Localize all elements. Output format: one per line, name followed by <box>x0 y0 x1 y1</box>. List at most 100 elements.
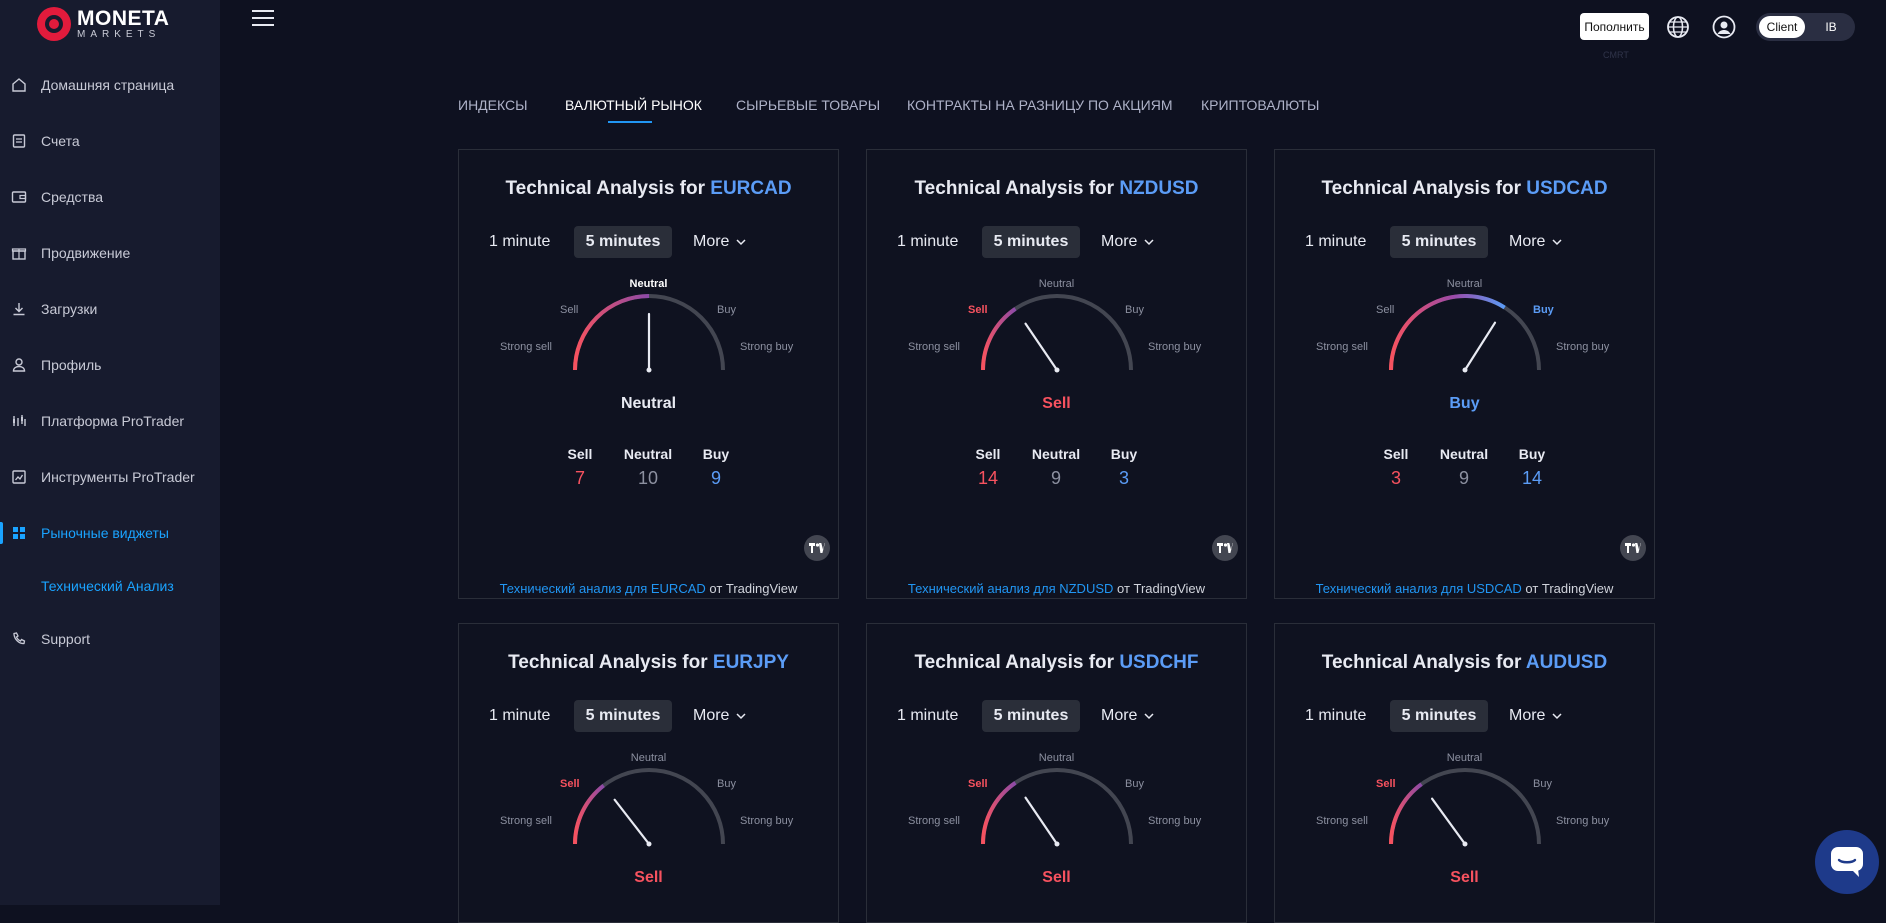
tab-share-cfds[interactable]: КОНТРАКТЫ НА РАЗНИЦУ ПО АКЦИЯМ <box>907 97 1173 113</box>
timeframe-5m[interactable]: 5 minutes <box>982 226 1080 258</box>
account-avatar-icon[interactable] <box>1712 15 1736 39</box>
tradingview-analysis-link[interactable]: Технический анализ для EURCAD <box>499 581 706 596</box>
client-ib-toggle[interactable]: Client IB <box>1756 13 1855 41</box>
timeframe-1m[interactable]: 1 minute <box>1305 707 1367 724</box>
tab-crypto[interactable]: КРИПТОВАЛЮТЫ <box>1201 97 1320 113</box>
more-label: More <box>693 233 730 250</box>
more-label: More <box>1509 707 1546 724</box>
widget-symbol: USDCHF <box>1119 652 1199 673</box>
sidebar-item-label: Продвижение <box>41 245 131 261</box>
gauge-label-strong-sell: Strong sell <box>908 815 960 827</box>
tab-forex[interactable]: ВАЛЮТНЫЙ РЫНОК <box>565 97 702 113</box>
gauge-label-neutral: Neutral <box>1038 752 1075 764</box>
moneta-logo[interactable]: MONETA MARKETS <box>36 6 169 42</box>
more-label: More <box>693 707 730 724</box>
toggle-ib[interactable]: IB <box>1825 20 1837 34</box>
sidebar-item-protrader-tools[interactable]: Инструменты ProTrader <box>0 462 220 492</box>
count-buy-header: Buy <box>702 446 730 462</box>
tradingview-logo-icon[interactable] <box>804 535 830 561</box>
gauge-label-sell: Sell <box>968 778 988 790</box>
gauge-needle <box>613 798 651 846</box>
count-sell: Sell 7 <box>550 446 610 489</box>
menu-icon[interactable] <box>252 9 274 27</box>
timeframe-5m[interactable]: 5 minutes <box>574 226 672 258</box>
gauge-label-neutral: Neutral <box>1446 278 1483 290</box>
timeframe-1m[interactable]: 1 minute <box>1305 233 1367 250</box>
timeframe-more-dropdown[interactable]: More <box>693 700 746 732</box>
widget-title: Technical Analysis for USDCAD <box>1275 178 1654 200</box>
sidebar-item-downloads[interactable]: Загрузки <box>0 294 220 324</box>
gauge-label-buy: Buy <box>1125 304 1144 316</box>
timeframe-more-dropdown[interactable]: More <box>1101 700 1154 732</box>
timeframe-5m[interactable]: 5 minutes <box>1390 700 1488 732</box>
gauge-label-sell: Sell <box>1376 304 1395 316</box>
tradingview-logo-icon[interactable] <box>1620 535 1646 561</box>
gauge-needle <box>1463 321 1497 372</box>
gauge-hub <box>1462 841 1468 847</box>
user-icon <box>12 358 26 372</box>
tradingview-analysis-link[interactable]: Технический анализ для NZDUSD <box>907 581 1114 596</box>
timeframe-5m[interactable]: 5 minutes <box>574 700 672 732</box>
tradingview-analysis-link[interactable]: Технический анализ для USDCAD <box>1315 581 1522 596</box>
count-buy: Buy 9 <box>686 446 746 489</box>
widget-symbol: AUDUSD <box>1525 652 1608 673</box>
timeframe-1m[interactable]: 1 minute <box>897 233 959 250</box>
tab-commodities[interactable]: СЫРЬЕВЫЕ ТОВАРЫ <box>736 97 881 113</box>
timeframe-1m[interactable]: 1 minute <box>489 707 551 724</box>
count-buy-header: Buy <box>1110 446 1138 462</box>
sidebar-item-label: Домашняя страница <box>41 77 175 93</box>
phone-icon <box>13 632 26 645</box>
gift-icon <box>11 248 27 260</box>
sidebar-item-support[interactable]: Support <box>0 624 220 654</box>
timeframe-5m[interactable]: 5 minutes <box>1390 226 1488 258</box>
credit-suffix: от TradingView <box>1521 581 1614 596</box>
chart-box-icon <box>12 470 26 484</box>
gauge-label-buy: Buy <box>1533 778 1552 790</box>
sentiment-gauge <box>981 768 1133 847</box>
timeframe-5m[interactable]: 5 minutes <box>982 700 1080 732</box>
count-neutral-value: 10 <box>637 468 659 488</box>
sidebar-item-protrader-platform[interactable]: Платформа ProTrader <box>0 406 220 436</box>
gauge-label-buy: Buy <box>717 778 736 790</box>
timeframe-1m[interactable]: 1 minute <box>897 707 959 724</box>
gauge-label-strong-sell: Strong sell <box>908 341 960 353</box>
count-buy: Buy 3 <box>1094 446 1154 489</box>
gauge-fill <box>1389 294 1506 371</box>
home-icon <box>12 78 26 92</box>
gauge-label-neutral: Neutral <box>1446 752 1483 764</box>
sidebar-item-home[interactable]: Домашняя страница <box>0 70 220 100</box>
active-tab-underline <box>608 121 652 123</box>
sidebar-item-profile[interactable]: Профиль <box>0 350 220 380</box>
brand-name: MONETA <box>77 7 170 30</box>
sidebar-item-promotion[interactable]: Продвижение <box>0 238 220 268</box>
sidebar-item-label: Средства <box>41 189 104 205</box>
gauge-label-neutral: Neutral <box>1038 278 1075 290</box>
candlestick-icon <box>13 415 26 426</box>
sidebar-item-funds[interactable]: Средства <box>0 182 220 212</box>
gauge-verdict: Sell <box>1042 869 1071 886</box>
sidebar-item-label: Счета <box>41 133 80 149</box>
timeframe-1m[interactable]: 1 minute <box>489 233 551 250</box>
globe-icon[interactable] <box>1666 15 1690 39</box>
sentiment-gauge <box>573 294 725 373</box>
timeframe-more-dropdown[interactable]: More <box>1509 226 1562 258</box>
gauge-fill <box>981 781 1017 845</box>
timeframe-more-dropdown[interactable]: More <box>1101 226 1154 258</box>
chat-button[interactable] <box>1815 830 1879 894</box>
sidebar-subitem-technical-analysis[interactable]: Технический Анализ <box>41 578 174 594</box>
timeframe-more-dropdown[interactable]: More <box>1509 700 1562 732</box>
gauge-track <box>573 768 725 845</box>
count-sell-header: Sell <box>567 446 593 462</box>
timeframe-more-dropdown[interactable]: More <box>693 226 746 258</box>
deposit-button[interactable]: Пополнить <box>1580 13 1649 40</box>
toggle-client[interactable]: Client <box>1759 16 1805 38</box>
download-icon <box>13 303 25 316</box>
tradingview-logo-icon[interactable] <box>1212 535 1238 561</box>
sidebar-item-accounts[interactable]: Счета <box>0 126 220 156</box>
gauge-needle <box>1430 797 1467 846</box>
tab-indices[interactable]: ИНДЕКСЫ <box>458 97 528 113</box>
sentiment-gauge <box>1389 768 1541 847</box>
count-buy-value: 9 <box>710 468 721 488</box>
sidebar-item-market-widgets[interactable]: Рыночные виджеты <box>0 518 220 548</box>
count-sell-value: 7 <box>574 468 585 488</box>
